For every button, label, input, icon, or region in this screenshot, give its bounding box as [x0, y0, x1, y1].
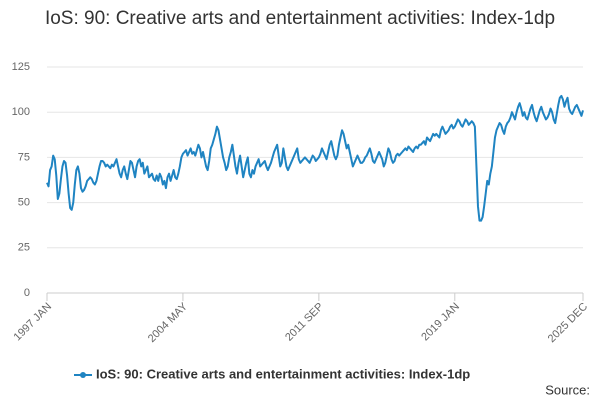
- y-tick-label: 75: [18, 151, 30, 163]
- x-tick-label: 2019 JAN: [419, 301, 462, 344]
- y-tick-label: 100: [12, 106, 30, 118]
- y-tick-label: 125: [12, 61, 30, 73]
- data-line: [46, 94, 584, 222]
- source: Source:: [545, 382, 590, 397]
- legend-label: IoS: 90: Creative arts and entertainment…: [96, 366, 470, 381]
- x-tick-label: 2025 DEC: [546, 301, 590, 345]
- legend-marker: [80, 372, 86, 378]
- y-tick-label: 50: [18, 197, 30, 209]
- x-tick-label: 2011 SEP: [283, 301, 326, 344]
- chart-title: IoS: 90: Creative arts and entertainment…: [44, 8, 556, 29]
- y-tick-label: 25: [18, 242, 30, 254]
- x-tick-label: 2004 MAY: [146, 300, 191, 345]
- y-tick-label: 0: [24, 287, 30, 299]
- x-tick-label: 1997 JAN: [12, 301, 55, 344]
